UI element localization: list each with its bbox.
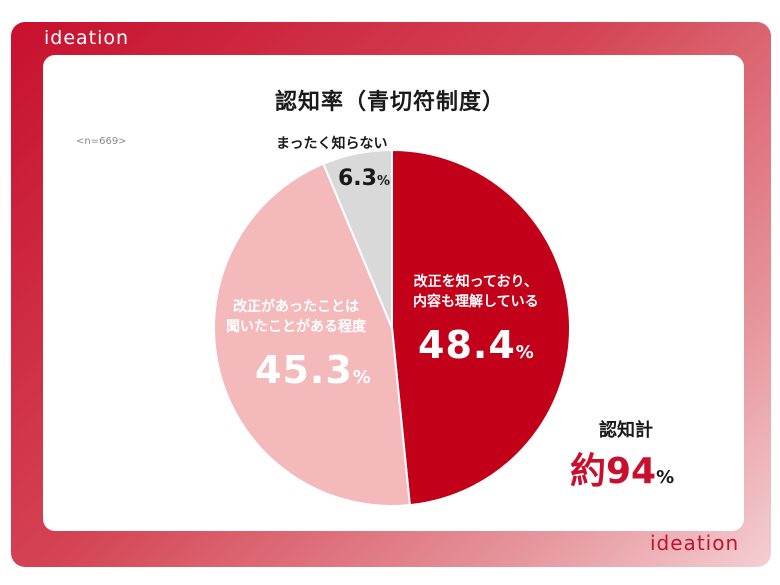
- pie-slice-2: [322, 148, 393, 329]
- slice-label-line: まったく知らない: [276, 136, 388, 152]
- slice-value-number: 6.3: [338, 166, 377, 191]
- slice-value-heard: 45.3%: [255, 349, 372, 399]
- slice-value-number: 45.3: [255, 348, 353, 392]
- percent-sign: %: [352, 367, 372, 388]
- slice-value-number: 48.4: [418, 323, 516, 367]
- percent-sign: %: [515, 342, 535, 363]
- slice-label-line: 改正を知っており、: [413, 274, 538, 290]
- slice-label-understand: 改正を知っており、 内容も理解している: [413, 272, 539, 312]
- chart-title: 認知率（青切符制度）: [274, 90, 505, 115]
- slice-label-heard: 改正があったことは 聞いたことがある程度: [226, 297, 366, 337]
- slice-label-line: 内容も理解している: [413, 294, 539, 310]
- slice-label-line: 聞いたことがある程度: [226, 319, 366, 335]
- percent-sign: %: [376, 174, 391, 189]
- ideation-logo-bottom: ideation: [650, 531, 740, 555]
- slice-label-unaware: まったく知らない: [276, 134, 387, 154]
- slice-value-unaware: 6.3%: [338, 166, 390, 191]
- slice-value-understand: 48.4%: [418, 324, 535, 374]
- slice-label-line: 改正があったことは: [233, 299, 359, 315]
- awareness-total-number: 約94: [570, 451, 657, 492]
- pie-slice-0: [391, 148, 571, 507]
- sample-size-note: <n=669>: [76, 136, 127, 147]
- awareness-total-label: 認知計: [599, 420, 653, 441]
- awareness-total-value: 約94%: [570, 442, 674, 494]
- ideation-logo-top: ideation: [44, 27, 130, 49]
- pie-slice-1: [213, 162, 411, 507]
- percent-sign: %: [656, 467, 675, 488]
